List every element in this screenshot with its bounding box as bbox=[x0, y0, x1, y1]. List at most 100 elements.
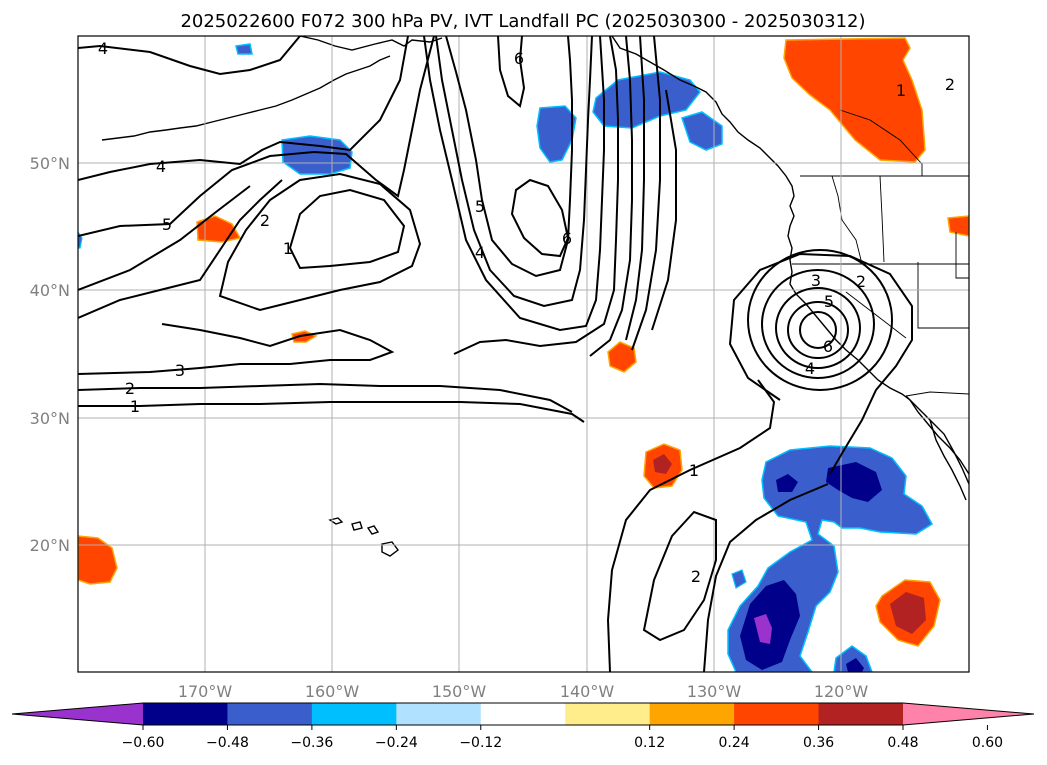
contour-6-north bbox=[497, 36, 526, 108]
contour-steep-2 bbox=[631, 36, 661, 351]
contour-label: 3 bbox=[175, 361, 185, 380]
contour-2-low bbox=[78, 382, 573, 413]
contour-3-calow bbox=[761, 269, 875, 379]
colorbar-segment bbox=[480, 703, 566, 725]
contour-label: 2 bbox=[945, 75, 955, 94]
political-borders bbox=[792, 109, 969, 397]
colorbar-tick-label: 0.36 bbox=[803, 735, 834, 751]
contour-4-west bbox=[78, 36, 409, 181]
contour-label: 2 bbox=[691, 567, 701, 586]
gulf-of-alaska-coast bbox=[611, 36, 969, 475]
negative-anomaly-north-2 bbox=[536, 105, 577, 163]
contour-label: 2 bbox=[260, 211, 270, 230]
contour-4-west-lower bbox=[78, 185, 251, 291]
negative-anomaly-small-5 bbox=[731, 569, 747, 589]
colorbar-segment bbox=[818, 703, 904, 725]
contour-6-calow bbox=[799, 311, 837, 349]
positive-anomaly-east-edge bbox=[947, 215, 969, 237]
lon-label: 150°W bbox=[432, 682, 487, 701]
colorbar-segment bbox=[227, 703, 313, 725]
contour-label: 4 bbox=[98, 39, 108, 58]
negative-anomaly-core-4 bbox=[754, 614, 772, 644]
contour-5-west-lower bbox=[78, 179, 283, 319]
colorbar-segment bbox=[565, 703, 651, 725]
hawaiian-islands bbox=[328, 517, 399, 557]
colorbar-tick-label: −0.12 bbox=[459, 735, 502, 751]
contour-2-mid bbox=[453, 36, 619, 355]
contour-label: 1 bbox=[130, 397, 140, 416]
contour-labels: 4 4 5 6 5 4 6 2 1 3 2 1 3 2 5 6 4 1 2 1 bbox=[98, 39, 955, 586]
baja-east-coast bbox=[929, 419, 967, 501]
map-frame bbox=[77, 35, 970, 673]
contour-6-mid bbox=[510, 178, 570, 258]
colorbar-segment bbox=[143, 703, 228, 725]
contour-2-south bbox=[703, 483, 829, 672]
contour-label: 5 bbox=[475, 197, 485, 216]
colorbar-segment bbox=[649, 703, 735, 725]
colorbar: −0.60 −0.48 −0.36 −0.24 −0.12 0.12 0.24 0.36 0.4… bbox=[11, 702, 1035, 751]
contour-2-calow bbox=[747, 249, 893, 391]
contour-5-calow bbox=[787, 301, 849, 359]
contour-label: 5 bbox=[824, 292, 834, 311]
positive-anomaly-west-edge bbox=[78, 535, 118, 585]
contour-1-low bbox=[78, 401, 585, 423]
negative-anomaly-north-3 bbox=[592, 71, 701, 129]
colorbar-tick-label: −0.48 bbox=[206, 735, 249, 751]
negative-anomaly-north-4 bbox=[681, 111, 723, 151]
lon-label: 120°W bbox=[814, 682, 869, 701]
colorbar-tick-label: −0.36 bbox=[290, 735, 333, 751]
baja-california-coast bbox=[905, 395, 969, 485]
negative-anomaly-core-2 bbox=[826, 462, 882, 502]
colorbar-segment bbox=[396, 703, 482, 725]
contour-4-calow bbox=[775, 287, 861, 369]
negative-anomaly-north-5 bbox=[235, 43, 253, 55]
map-panel: 4 4 5 6 5 4 6 2 1 3 2 1 3 2 5 6 4 1 2 1 bbox=[77, 35, 970, 673]
figure-title: 2025022600 F072 300 hPa PV, IVT Landfall… bbox=[180, 11, 865, 32]
contour-steep-3 bbox=[651, 89, 677, 331]
pv-contours bbox=[78, 36, 913, 672]
positive-anomaly-southeast-core bbox=[890, 592, 926, 634]
contour-2-loop-south bbox=[642, 510, 717, 642]
colorbar-tick-label: −0.24 bbox=[375, 735, 418, 751]
lat-label: 30°N bbox=[30, 409, 70, 428]
contour-label: 2 bbox=[856, 272, 866, 291]
negative-anomaly-south bbox=[833, 645, 873, 672]
contour-label: 6 bbox=[823, 337, 833, 356]
contour-label: 2 bbox=[125, 379, 135, 398]
contour-steep-1 bbox=[625, 36, 645, 341]
positive-anomaly-small-3 bbox=[607, 341, 637, 373]
contour-3-low-west bbox=[78, 323, 395, 375]
lat-label: 20°N bbox=[30, 536, 70, 555]
contour-label: 4 bbox=[156, 157, 166, 176]
negative-anomaly-north-1 bbox=[281, 135, 353, 175]
contour-5-mid bbox=[445, 36, 573, 278]
contour-2-low-west bbox=[218, 172, 422, 312]
colorbar-extend-min bbox=[12, 703, 143, 725]
contour-3-mid bbox=[423, 36, 605, 332]
contour-label: 5 bbox=[162, 215, 172, 234]
colorbar-extend-max bbox=[903, 703, 1034, 725]
contour-4-northwest bbox=[78, 36, 301, 76]
lon-label: 130°W bbox=[687, 682, 742, 701]
aleutian-islands bbox=[101, 55, 391, 141]
positive-anomaly-northeast bbox=[783, 37, 926, 163]
colorbar-tick-label: −0.60 bbox=[122, 735, 165, 751]
contour-1-south bbox=[606, 379, 776, 672]
contour-label: 1 bbox=[283, 239, 293, 258]
colorbar-tick-label: 0.24 bbox=[719, 735, 750, 751]
contour-label: 1 bbox=[689, 461, 699, 480]
longitude-labels: 170°W 160°W 150°W 140°W 130°W 120°W bbox=[178, 682, 869, 701]
colorbar-tick-label: 0.60 bbox=[972, 735, 1003, 751]
contour-1-low-west bbox=[288, 188, 406, 270]
lat-label: 50°N bbox=[30, 154, 70, 173]
alaska-coast bbox=[299, 36, 443, 51]
coastlines bbox=[101, 36, 969, 557]
positive-anomaly-core-4 bbox=[653, 454, 672, 474]
negative-anomaly-core-1 bbox=[776, 474, 798, 492]
contour-label: 4 bbox=[475, 243, 485, 262]
negative-anomaly-south-core bbox=[846, 658, 864, 672]
lat-label: 40°N bbox=[30, 281, 70, 300]
colorbar-segment bbox=[311, 703, 397, 725]
lon-label: 170°W bbox=[178, 682, 233, 701]
contour-5-west bbox=[78, 36, 435, 237]
